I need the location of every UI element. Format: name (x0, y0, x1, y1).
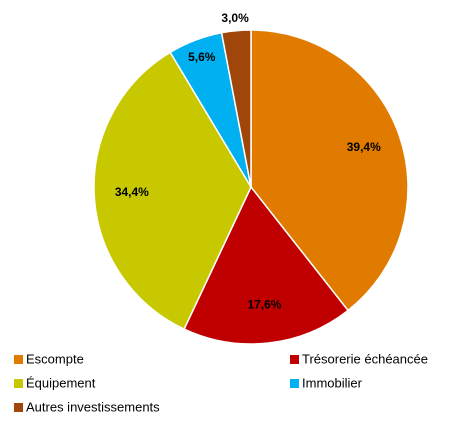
pie-slice (250, 29, 409, 312)
legend-label: Équipement (26, 375, 96, 390)
value-label: 34,4% (115, 185, 149, 199)
legend-swatch (14, 379, 23, 388)
pie-slice (220, 29, 252, 188)
legend-label: Autres investissements (26, 399, 160, 414)
value-label: 5,6% (188, 50, 216, 64)
legend-label: Trésorerie échéancée (302, 351, 428, 366)
pie-slice (93, 51, 252, 331)
value-label: 39,4% (347, 140, 381, 154)
legend-swatch (14, 403, 23, 412)
legend-swatch (290, 355, 299, 364)
value-label: 17,6% (247, 298, 281, 312)
pie-slice (183, 185, 350, 345)
legend-label: Escompte (26, 351, 84, 366)
legend-swatch (14, 355, 23, 364)
legend-swatch (290, 379, 299, 388)
legend-label: Immobilier (302, 375, 363, 390)
value-label: 3,0% (221, 11, 249, 25)
